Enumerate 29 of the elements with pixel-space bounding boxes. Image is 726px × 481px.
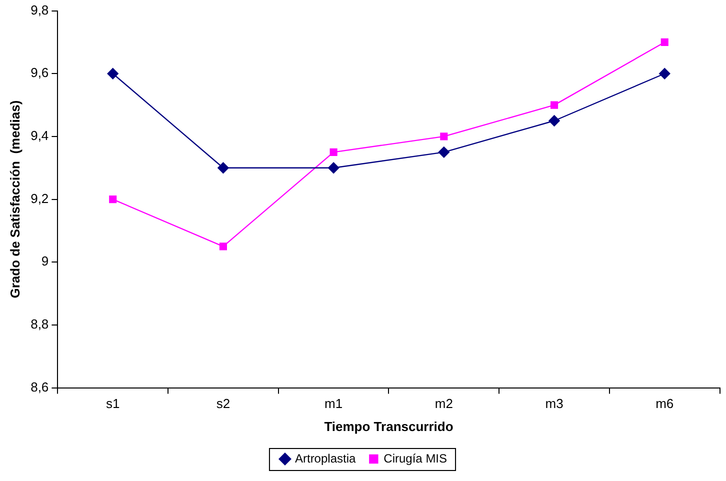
point	[550, 101, 558, 109]
point	[548, 115, 560, 126]
x-tick-label: m3	[545, 396, 564, 412]
point	[330, 148, 338, 156]
point	[219, 242, 227, 250]
y-tick-label: 9,8	[30, 2, 49, 18]
x-tick-label: s2	[216, 396, 230, 412]
y-tick-label: 8,6	[30, 379, 49, 394]
y-tick-label: 9,6	[30, 65, 49, 80]
x-tick-label: m2	[434, 396, 453, 412]
point	[328, 162, 340, 174]
y-axis-title: Grado de Satisfacción (medias)	[7, 100, 22, 298]
point	[109, 196, 117, 204]
y-tick-label: 9,4	[30, 128, 49, 144]
x-tick-label: m1	[324, 396, 343, 412]
point	[659, 68, 670, 80]
x-axis-title: Tiempo Transcurrido	[324, 418, 454, 434]
point	[218, 162, 229, 174]
x-tick-label: m6	[656, 396, 674, 412]
y-tick-label: 9,2	[30, 190, 49, 206]
point	[440, 132, 448, 140]
point	[438, 146, 450, 158]
y-tick-label: 8,8	[30, 316, 49, 332]
x-tick-label: s1	[106, 396, 120, 412]
legend-label: Artroplastia	[294, 451, 356, 466]
y-tick-label: 9	[41, 254, 49, 269]
point	[107, 68, 118, 80]
point	[660, 38, 668, 46]
legend-label: Cirugía MIS	[384, 451, 448, 466]
